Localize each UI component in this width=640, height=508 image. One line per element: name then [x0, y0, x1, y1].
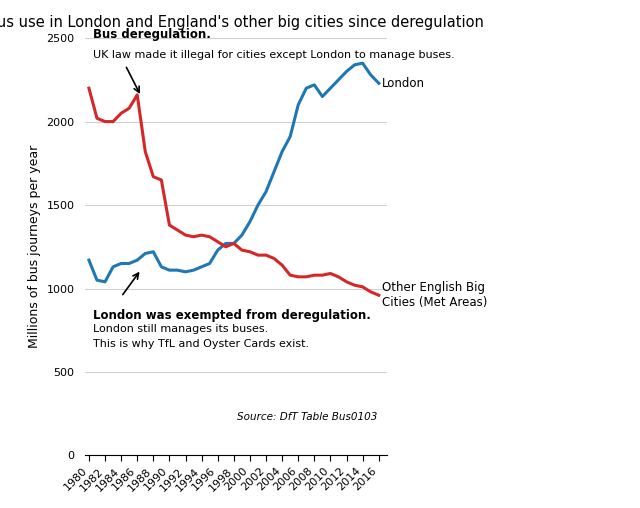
Text: London was exempted from deregulation.: London was exempted from deregulation.: [93, 309, 371, 323]
Text: London: London: [379, 77, 425, 90]
Y-axis label: Millions of bus journeys per year: Millions of bus journeys per year: [28, 145, 41, 348]
Text: Bus deregulation.: Bus deregulation.: [93, 28, 211, 42]
Text: Other English Big
Cities (Met Areas): Other English Big Cities (Met Areas): [379, 281, 487, 309]
Text: Source: DfT Table Bus0103: Source: DfT Table Bus0103: [237, 412, 378, 422]
Text: London still manages its buses.: London still manages its buses.: [93, 325, 268, 334]
Title: Bus use in London and England's other big cities since deregulation: Bus use in London and England's other bi…: [0, 15, 484, 30]
Text: UK law made it illegal for cities except London to manage buses.: UK law made it illegal for cities except…: [93, 50, 454, 60]
Text: This is why TfL and Oyster Cards exist.: This is why TfL and Oyster Cards exist.: [93, 339, 309, 348]
